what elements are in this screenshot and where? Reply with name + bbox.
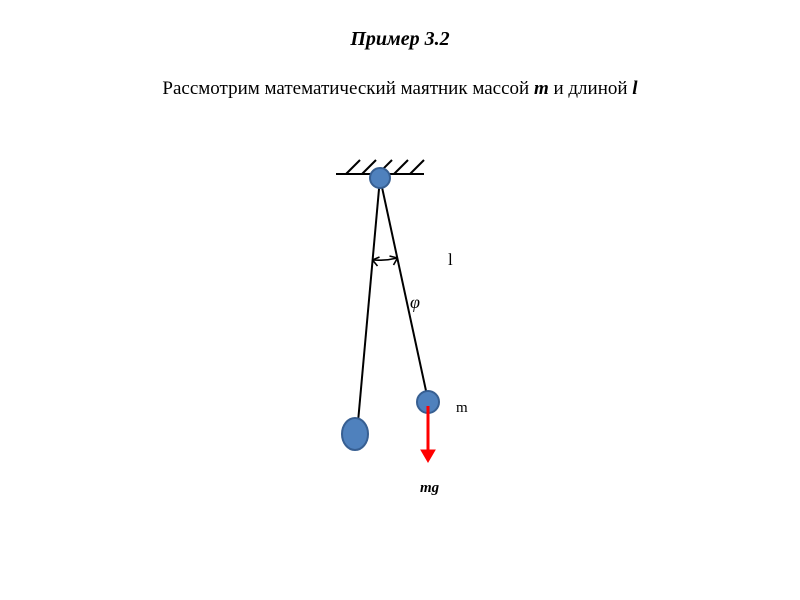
label-mg: mg bbox=[420, 480, 439, 497]
subtitle-var-m: m bbox=[534, 78, 549, 99]
subtitle-pre: Рассмотрим математический маятник массой bbox=[162, 78, 534, 99]
page: Пример 3.2 Рассмотрим математический мая… bbox=[0, 0, 800, 600]
example-subtitle: Рассмотрим математический маятник массой… bbox=[0, 78, 800, 100]
label-m: m bbox=[456, 400, 468, 417]
pendulum-diagram: l φ m mg bbox=[260, 140, 540, 525]
pendulum-svg bbox=[260, 140, 540, 520]
label-phi: φ bbox=[410, 292, 420, 313]
subtitle-mid: и длиной bbox=[549, 78, 633, 99]
label-l: l bbox=[448, 250, 453, 270]
subtitle-var-l: l bbox=[632, 78, 637, 99]
example-title: Пример 3.2 bbox=[0, 28, 800, 51]
